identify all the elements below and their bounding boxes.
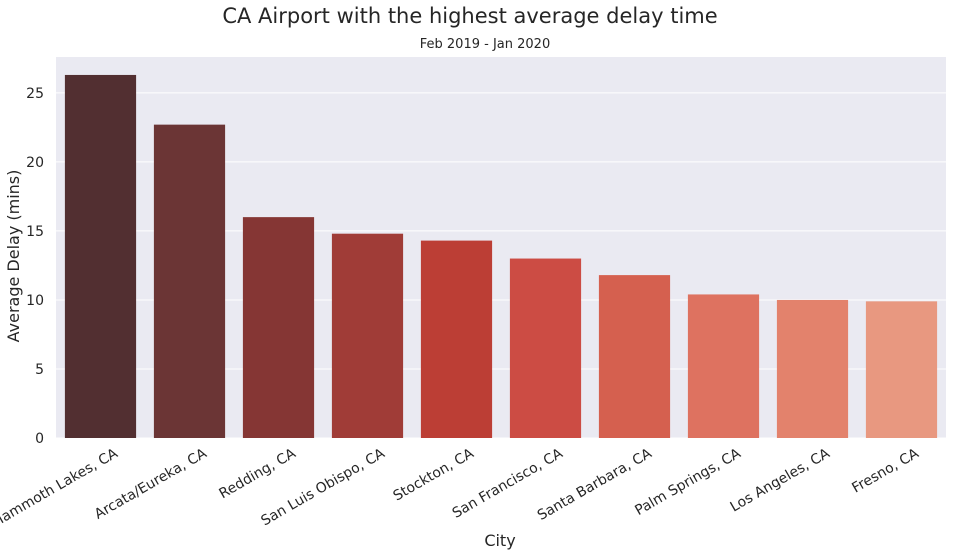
x-axis-label: City bbox=[484, 531, 515, 550]
y-tick-label: 5 bbox=[35, 362, 44, 378]
x-tick-label: Fresno, CA bbox=[849, 445, 922, 496]
bar bbox=[865, 301, 938, 438]
bar bbox=[420, 240, 493, 438]
bar bbox=[242, 217, 315, 438]
bar bbox=[331, 233, 404, 438]
x-tick-label: Stockton, CA bbox=[391, 445, 477, 504]
bars bbox=[64, 74, 938, 439]
bar bbox=[776, 299, 849, 438]
x-tick-label: Los Angeles, CA bbox=[728, 445, 833, 515]
y-axis-ticks: 0 5 10 15 20 25 bbox=[26, 86, 44, 447]
bar bbox=[687, 294, 760, 438]
y-axis-label: Average Delay (mins) bbox=[4, 170, 23, 343]
x-tick-label: Redding, CA bbox=[217, 445, 299, 502]
y-tick-label: 0 bbox=[35, 431, 44, 447]
bar bbox=[598, 275, 671, 438]
y-tick-label: 25 bbox=[26, 86, 44, 102]
y-tick-label: 10 bbox=[26, 293, 44, 309]
y-tick-label: 20 bbox=[26, 155, 44, 171]
bar bbox=[64, 74, 137, 439]
y-tick-label: 15 bbox=[26, 224, 44, 240]
chart-title: CA Airport with the highest average dela… bbox=[222, 4, 717, 28]
chart-subtitle: Feb 2019 - Jan 2020 bbox=[420, 37, 550, 52]
bar bbox=[509, 258, 582, 438]
bar bbox=[153, 124, 226, 439]
